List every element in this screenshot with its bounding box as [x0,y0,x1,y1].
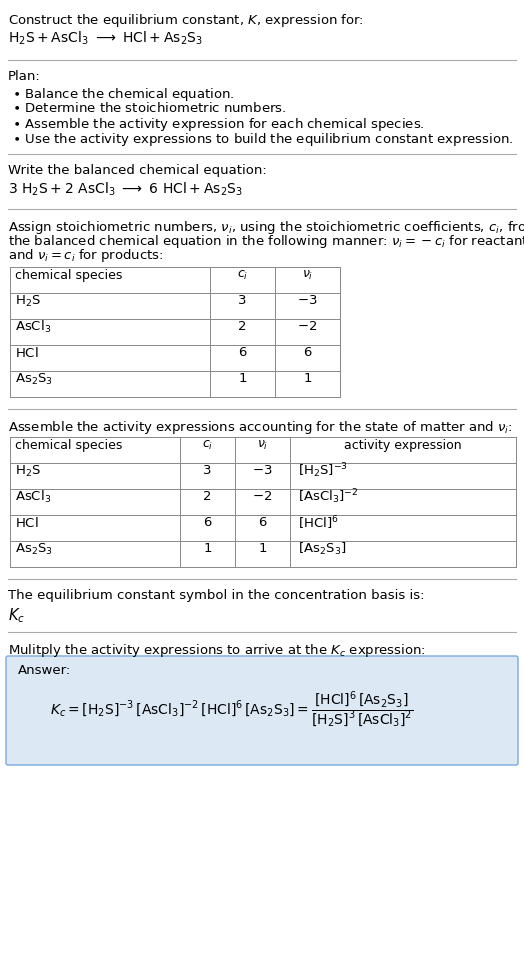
Text: $\mathrm{HCl}$: $\mathrm{HCl}$ [15,346,39,360]
Text: Answer:: Answer: [18,664,71,677]
Text: Plan:: Plan: [8,70,41,83]
Text: $\mathrm{As_2S_3}$: $\mathrm{As_2S_3}$ [15,542,53,556]
Text: $\mathrm{As_2S_3}$: $\mathrm{As_2S_3}$ [15,371,53,386]
Text: $\mathrm{H_2S}$: $\mathrm{H_2S}$ [15,463,41,479]
Text: $c_i$: $c_i$ [202,438,213,452]
Text: activity expression: activity expression [344,438,462,452]
Text: 6: 6 [238,346,247,360]
Text: $\bullet$ Determine the stoichiometric numbers.: $\bullet$ Determine the stoichiometric n… [12,101,287,115]
Text: 3: 3 [238,294,247,308]
Text: Assign stoichiometric numbers, $\nu_i$, using the stoichiometric coefficients, $: Assign stoichiometric numbers, $\nu_i$, … [8,219,524,236]
Text: $-3$: $-3$ [252,464,272,478]
Text: $\nu_i$: $\nu_i$ [257,438,268,452]
Text: $c_i$: $c_i$ [237,269,248,282]
Text: $[\mathrm{As_2S_3}]$: $[\mathrm{As_2S_3}]$ [298,541,346,557]
Text: 1: 1 [258,543,267,555]
Text: the balanced chemical equation in the following manner: $\nu_i = -c_i$ for react: the balanced chemical equation in the fo… [8,233,524,250]
Text: Assemble the activity expressions accounting for the state of matter and $\nu_i$: Assemble the activity expressions accoun… [8,419,512,436]
Text: $[\mathrm{HCl}]^{6}$: $[\mathrm{HCl}]^{6}$ [298,514,339,532]
Text: The equilibrium constant symbol in the concentration basis is:: The equilibrium constant symbol in the c… [8,589,424,602]
Text: $\mathrm{H_2S}$: $\mathrm{H_2S}$ [15,293,41,309]
Text: 1: 1 [238,372,247,386]
Text: Construct the equilibrium constant, $K$, expression for:: Construct the equilibrium constant, $K$,… [8,12,364,29]
Text: $K_c = [\mathrm{H_2S}]^{-3}\,[\mathrm{AsCl_3}]^{-2}\,[\mathrm{HCl}]^{6}\,[\mathr: $K_c = [\mathrm{H_2S}]^{-3}\,[\mathrm{As… [50,690,413,731]
Text: 6: 6 [258,517,267,529]
Text: 1: 1 [203,543,212,555]
Text: $[\mathrm{H_2S}]^{-3}$: $[\mathrm{H_2S}]^{-3}$ [298,461,348,480]
Text: chemical species: chemical species [15,269,123,282]
Text: 3: 3 [203,464,212,478]
Text: $\mathrm{AsCl_3}$: $\mathrm{AsCl_3}$ [15,319,51,335]
Text: $K_c$: $K_c$ [8,606,25,624]
Text: 1: 1 [303,372,312,386]
Text: Mulitply the activity expressions to arrive at the $K_c$ expression:: Mulitply the activity expressions to arr… [8,642,426,659]
Text: 2: 2 [203,490,212,503]
Text: $\mathrm{3\ H_2S + 2\ AsCl_3 \ \longrightarrow \ 6\ HCl + As_2S_3}$: $\mathrm{3\ H_2S + 2\ AsCl_3 \ \longrigh… [8,181,243,199]
Text: $\bullet$ Balance the chemical equation.: $\bullet$ Balance the chemical equation. [12,86,234,103]
Text: 6: 6 [203,517,212,529]
Text: Write the balanced chemical equation:: Write the balanced chemical equation: [8,164,267,177]
Text: $[\mathrm{AsCl_3}]^{-2}$: $[\mathrm{AsCl_3}]^{-2}$ [298,487,358,506]
Text: $\mathrm{H_2S + AsCl_3 \ \longrightarrow \ HCl + As_2S_3}$: $\mathrm{H_2S + AsCl_3 \ \longrightarrow… [8,30,203,47]
Text: chemical species: chemical species [15,438,123,452]
Text: $\nu_i$: $\nu_i$ [302,269,313,282]
Text: 2: 2 [238,320,247,334]
Text: $\bullet$ Assemble the activity expression for each chemical species.: $\bullet$ Assemble the activity expressi… [12,116,424,133]
Text: and $\nu_i = c_i$ for products:: and $\nu_i = c_i$ for products: [8,247,163,264]
Text: $-3$: $-3$ [297,294,318,308]
Text: $-2$: $-2$ [253,490,272,503]
Text: 6: 6 [303,346,312,360]
Text: $\bullet$ Use the activity expressions to build the equilibrium constant express: $\bullet$ Use the activity expressions t… [12,131,514,148]
Text: $\mathrm{HCl}$: $\mathrm{HCl}$ [15,516,39,530]
FancyBboxPatch shape [6,656,518,765]
Text: $\mathrm{AsCl_3}$: $\mathrm{AsCl_3}$ [15,489,51,505]
Text: $-2$: $-2$ [298,320,318,334]
